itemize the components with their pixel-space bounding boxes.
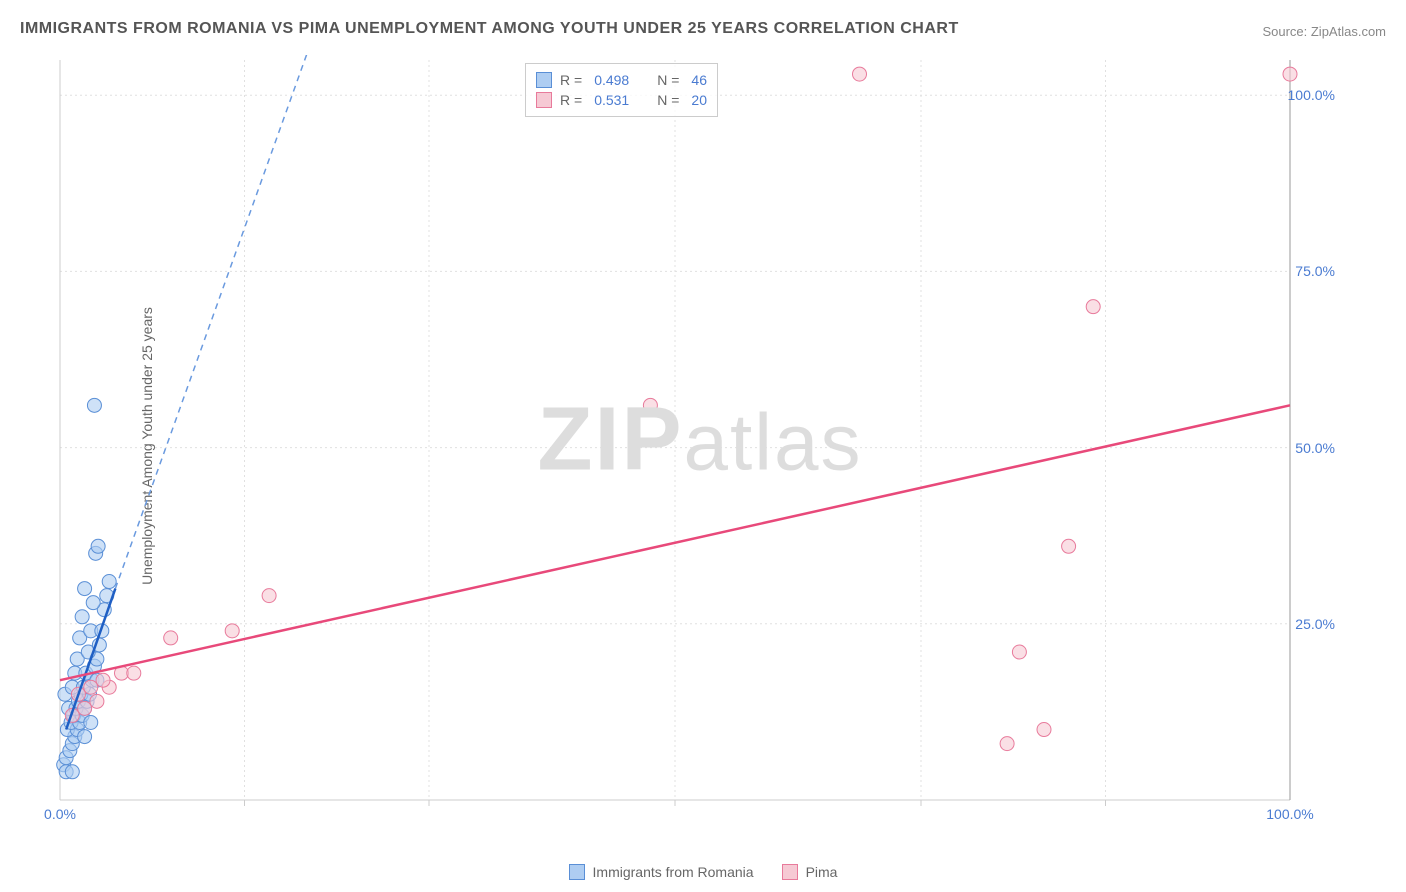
point-pima: [1062, 539, 1076, 553]
point-romania: [87, 398, 101, 412]
point-romania: [65, 765, 79, 779]
point-romania: [84, 715, 98, 729]
point-pima: [225, 624, 239, 638]
point-pima: [1086, 300, 1100, 314]
point-pima: [1000, 737, 1014, 751]
swatch-romania: [536, 72, 552, 88]
stats-row-romania: R = 0.498 N = 46: [536, 70, 707, 90]
legend-swatch-romania: [569, 864, 585, 880]
stats-row-pima: R = 0.531 N = 20: [536, 90, 707, 110]
point-romania: [91, 539, 105, 553]
point-romania: [102, 575, 116, 589]
legend-item-romania: Immigrants from Romania: [569, 864, 754, 880]
point-pima: [1283, 67, 1297, 81]
point-pima: [643, 398, 657, 412]
point-pima: [1012, 645, 1026, 659]
xtick-label: 100.0%: [1266, 806, 1313, 822]
xtick-label: 0.0%: [44, 806, 76, 822]
scatter-plot: [55, 55, 1345, 825]
n-value-pima: 20: [691, 92, 707, 108]
ytick-label: 50.0%: [1295, 440, 1335, 456]
n-label: N =: [657, 72, 679, 88]
point-pima: [78, 701, 92, 715]
r-label: R =: [560, 72, 582, 88]
r-value-pima: 0.531: [594, 92, 629, 108]
point-pima: [853, 67, 867, 81]
point-romania: [78, 730, 92, 744]
r-label: R =: [560, 92, 582, 108]
point-pima: [1037, 723, 1051, 737]
point-pima: [127, 666, 141, 680]
ytick-label: 100.0%: [1288, 87, 1335, 103]
point-romania: [78, 582, 92, 596]
point-pima: [84, 680, 98, 694]
trend-dashed-romania: [115, 55, 355, 589]
swatch-pima: [536, 92, 552, 108]
point-pima: [164, 631, 178, 645]
ytick-label: 75.0%: [1295, 263, 1335, 279]
point-romania: [75, 610, 89, 624]
legend-swatch-pima: [782, 864, 798, 880]
n-value-romania: 46: [691, 72, 707, 88]
n-label: N =: [657, 92, 679, 108]
chart-area: ZIPatlas R =0.498N =46R =0.531N =20 25.0…: [55, 55, 1345, 825]
ytick-label: 25.0%: [1295, 616, 1335, 632]
legend-label-romania: Immigrants from Romania: [593, 864, 754, 880]
legend-label-pima: Pima: [806, 864, 838, 880]
legend-item-pima: Pima: [782, 864, 838, 880]
point-pima: [96, 673, 110, 687]
chart-title: IMMIGRANTS FROM ROMANIA VS PIMA UNEMPLOY…: [20, 20, 959, 38]
source-attribution: Source: ZipAtlas.com: [1262, 24, 1386, 39]
point-pima: [262, 589, 276, 603]
point-pima: [90, 694, 104, 708]
bottom-legend: Immigrants from Romania Pima: [0, 864, 1406, 880]
r-value-romania: 0.498: [594, 72, 629, 88]
point-romania: [86, 596, 100, 610]
stats-legend: R = 0.498 N = 46 R = 0.531 N = 20: [525, 63, 718, 117]
